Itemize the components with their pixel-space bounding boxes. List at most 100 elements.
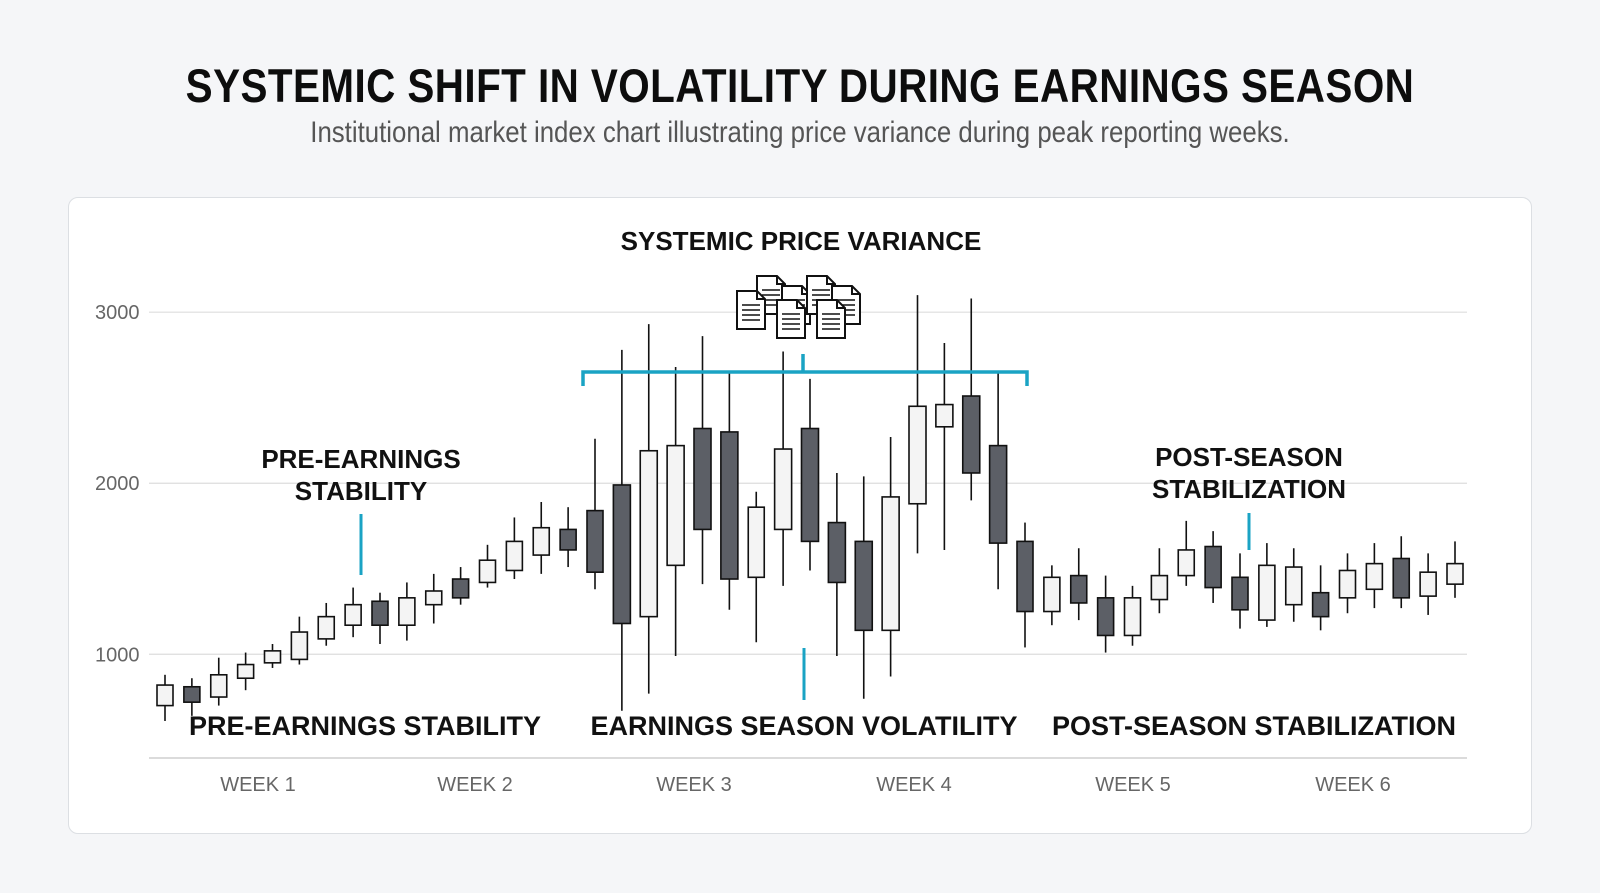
candle — [344, 587, 362, 638]
candle — [693, 336, 712, 585]
candle — [612, 349, 632, 711]
candle-body — [1231, 576, 1249, 611]
y-tick-label: 1000 — [95, 644, 140, 666]
candle — [478, 544, 497, 588]
candle — [586, 438, 604, 590]
candle-body — [1177, 549, 1196, 577]
candle — [451, 567, 470, 605]
candle-body — [371, 600, 389, 626]
systemic-variance-label: SYSTEMIC PRICE VARIANCE — [621, 226, 982, 256]
x-tick-label: WEEK 1 — [220, 774, 296, 796]
candle-body — [156, 684, 174, 707]
candle-body — [183, 685, 201, 703]
post-season-annotation-line1: POST-SEASON — [1155, 442, 1343, 472]
page-fold — [776, 276, 785, 285]
candle — [827, 472, 847, 656]
page-fold — [826, 276, 835, 285]
candle-body — [854, 540, 874, 632]
candle-body — [1446, 562, 1464, 585]
candle — [1365, 543, 1384, 609]
candle — [908, 295, 927, 554]
candle — [236, 652, 255, 691]
variance-bracket — [581, 354, 1029, 386]
candle-body — [639, 449, 659, 618]
candle-body — [693, 427, 712, 531]
candle — [1043, 565, 1061, 626]
candle-body — [773, 448, 793, 531]
candle-body — [505, 540, 524, 572]
page-title: SYSTEMIC SHIFT IN VOLATILITY DURING EARN… — [185, 59, 1415, 112]
post-season-annotation-line2: STABILIZATION — [1152, 474, 1346, 504]
candle-body — [881, 496, 900, 632]
x-axis-ticks: WEEK 1 WEEK 2 WEEK 3 WEEK 4 WEEK 5 WEEK 6 — [220, 774, 1391, 796]
document-page — [736, 290, 766, 330]
candle-body — [1392, 557, 1411, 599]
candle-body — [1043, 576, 1061, 613]
candle-body — [1150, 574, 1169, 601]
document-page — [776, 299, 806, 339]
candle-body — [1311, 591, 1330, 618]
page-fold — [851, 286, 860, 295]
pre-earnings-annotation-line2: STABILITY — [295, 476, 427, 506]
candle — [559, 507, 577, 568]
candle — [1096, 575, 1115, 653]
x-tick-label: WEEK 3 — [656, 774, 732, 796]
chart-card: 1000 2000 3000 SYSTEMIC PRICE VARIANCE PRE… — [68, 197, 1532, 834]
candle — [935, 342, 954, 550]
candle-body — [1338, 569, 1357, 599]
page-fold — [836, 300, 845, 309]
candle-body — [908, 405, 927, 505]
candle — [1258, 543, 1276, 627]
candle-body — [344, 603, 362, 627]
candle-body — [827, 521, 847, 584]
candle-body — [532, 526, 551, 556]
section-label-pre-earnings: PRE-EARNINGS STABILITY — [189, 711, 541, 741]
candle — [1204, 531, 1222, 603]
candle — [1419, 553, 1437, 615]
pre-earnings-annotation-line1: PRE-EARNINGS — [261, 444, 460, 474]
candle — [881, 437, 900, 677]
candle — [961, 298, 981, 501]
candle-body — [1016, 540, 1034, 613]
candle — [505, 517, 524, 580]
candle-body — [398, 597, 416, 626]
candle — [424, 573, 443, 624]
x-tick-label: WEEK 6 — [1315, 774, 1391, 796]
candle-body — [720, 431, 739, 580]
x-tick-label: WEEK 4 — [876, 774, 952, 796]
candle — [398, 582, 416, 641]
section-label-earnings-volatility: EARNINGS SEASON VOLATILITY — [590, 711, 1017, 741]
candle-body — [961, 395, 981, 474]
candle-body — [317, 615, 336, 640]
page-subtitle: Institutional market index chart illustr… — [310, 116, 1290, 149]
candle — [854, 476, 874, 699]
candle — [1016, 522, 1034, 648]
candle — [1284, 548, 1303, 622]
candle — [1392, 536, 1411, 609]
candle-body — [236, 663, 255, 680]
candle — [263, 644, 282, 668]
candle-body — [1096, 597, 1115, 637]
candle — [720, 372, 739, 610]
candle-body — [1204, 545, 1222, 589]
candle-body — [1284, 566, 1303, 606]
candle-body — [290, 631, 309, 661]
candle-body — [1123, 597, 1142, 637]
candle-body — [1419, 571, 1437, 597]
candle — [988, 372, 1008, 590]
candle — [371, 592, 389, 645]
candle — [639, 324, 659, 694]
candle-body — [800, 427, 820, 543]
candle — [1446, 541, 1464, 598]
candle-body — [586, 509, 604, 573]
y-tick-label: 2000 — [95, 473, 140, 495]
x-tick-label: WEEK 2 — [437, 774, 513, 796]
candle — [183, 678, 201, 716]
candle — [290, 616, 309, 665]
candles — [156, 295, 1464, 721]
candle — [317, 602, 336, 646]
documents-icon — [736, 275, 861, 339]
candle-body — [451, 578, 470, 599]
candle — [156, 674, 174, 721]
candle — [1338, 553, 1357, 614]
